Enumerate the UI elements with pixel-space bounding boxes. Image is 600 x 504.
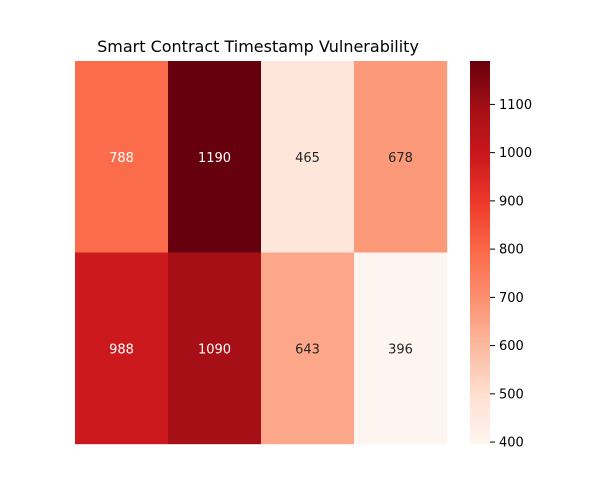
- colorbar-tick-label-7: 1100: [499, 98, 532, 113]
- heatmap-cell-r0-c2: [261, 61, 355, 253]
- heatmap-cell-label-r1-c2: 643: [295, 342, 320, 357]
- heatmap-cell-label-r0-c0: 788: [109, 151, 134, 166]
- heatmap-cell-label-r1-c1: 1090: [198, 342, 231, 357]
- heatmap-cell-r0-c3: [354, 61, 448, 253]
- colorbar-tick-label-0: 400: [499, 436, 524, 451]
- colorbar-tick-label-6: 1000: [499, 146, 532, 161]
- colorbar-tick-label-2: 600: [499, 339, 524, 354]
- heatmap-cell-r1-c3: [354, 252, 448, 445]
- colorbar-tick-label-3: 700: [499, 291, 524, 306]
- heatmap-cell-label-r0-c2: 465: [295, 151, 320, 166]
- heatmap-cell-label-r1-c3: 396: [388, 342, 413, 357]
- heatmap-cell-r0-c1: [168, 61, 262, 253]
- heatmap-cell-r1-c0: [75, 252, 169, 445]
- chart-title: Smart Contract Timestamp Vulnerability: [97, 37, 419, 56]
- colorbar: [470, 61, 490, 444]
- heatmap-labels: 788 1190 465 678 988 1090 643 396: [109, 151, 413, 358]
- colorbar-tick-label-5: 900: [499, 194, 524, 209]
- heatmap-cells: [75, 61, 448, 445]
- heatmap-cell-r1-c1: [168, 252, 262, 445]
- heatmap-cell-label-r0-c3: 678: [388, 151, 413, 166]
- heatmap-cell-r0-c0: [75, 61, 169, 253]
- colorbar-ticks: 400 500 600 700 800 900 1000 1100: [490, 98, 532, 451]
- heatmap-cell-label-r1-c0: 988: [109, 342, 134, 357]
- heatmap-cell-label-r0-c1: 1190: [198, 151, 231, 166]
- colorbar-tick-label-1: 500: [499, 387, 524, 402]
- heatmap-cell-r1-c2: [261, 252, 355, 445]
- colorbar-tick-label-4: 800: [499, 243, 524, 258]
